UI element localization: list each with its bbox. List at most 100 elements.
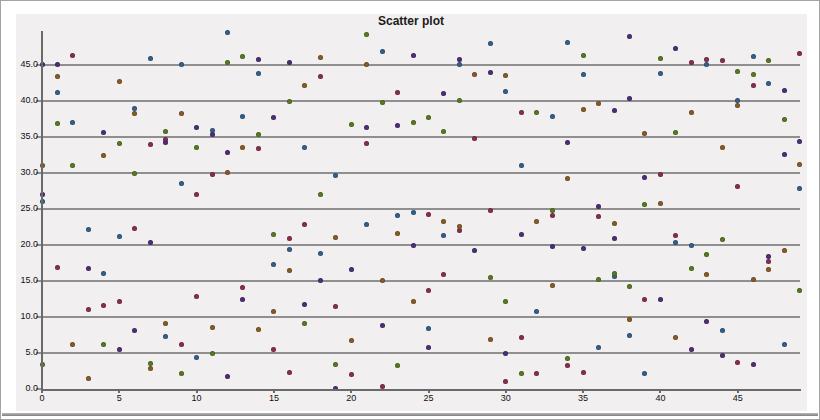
y-axis-label: 0.0 xyxy=(6,383,38,393)
data-point xyxy=(519,110,524,115)
data-point xyxy=(735,103,740,108)
data-point xyxy=(101,153,106,158)
data-point xyxy=(689,110,694,115)
data-point xyxy=(797,162,802,167)
data-point xyxy=(472,248,477,253)
data-point xyxy=(766,267,771,272)
data-point xyxy=(441,129,446,134)
data-point xyxy=(534,309,539,314)
data-point xyxy=(287,268,292,273)
data-point xyxy=(411,210,416,215)
data-point xyxy=(689,347,694,352)
data-point xyxy=(380,323,385,328)
data-point xyxy=(441,91,446,96)
data-point xyxy=(457,224,462,229)
data-point xyxy=(488,70,493,75)
data-point xyxy=(472,136,477,141)
data-point xyxy=(302,302,307,307)
data-point xyxy=(240,285,245,290)
data-point xyxy=(194,192,199,197)
data-point xyxy=(333,304,338,309)
data-point xyxy=(503,89,508,94)
data-point xyxy=(596,214,601,219)
data-point xyxy=(194,355,199,360)
data-point xyxy=(581,72,586,77)
data-point xyxy=(519,163,524,168)
data-point xyxy=(751,277,756,282)
data-point xyxy=(240,54,245,59)
data-point xyxy=(163,140,168,145)
data-point xyxy=(627,96,632,101)
data-point xyxy=(70,120,75,125)
gridline xyxy=(42,352,800,354)
data-point xyxy=(163,129,168,134)
data-point xyxy=(132,111,137,116)
data-point xyxy=(271,262,276,267)
data-point xyxy=(782,117,787,122)
data-point xyxy=(101,303,106,308)
data-point xyxy=(565,176,570,181)
data-point xyxy=(596,101,601,106)
data-point xyxy=(612,271,617,276)
data-point xyxy=(411,243,416,248)
x-axis-label: 10 xyxy=(184,393,210,403)
data-point xyxy=(364,32,369,37)
data-point xyxy=(210,172,215,177)
data-point xyxy=(148,361,153,366)
data-point xyxy=(395,363,400,368)
data-point xyxy=(658,172,663,177)
x-axis-label: 30 xyxy=(493,393,519,403)
gridline xyxy=(42,280,800,282)
data-point xyxy=(735,360,740,365)
y-axis-label: 30.0 xyxy=(6,167,38,177)
data-point xyxy=(86,266,91,271)
data-point xyxy=(287,247,292,252)
gridline xyxy=(42,244,800,246)
data-point xyxy=(380,384,385,389)
data-point xyxy=(673,233,678,238)
data-point xyxy=(70,53,75,58)
gridline xyxy=(42,172,800,174)
y-axis-label: 40.0 xyxy=(6,95,38,105)
data-point xyxy=(565,140,570,145)
data-point xyxy=(132,106,137,111)
data-point xyxy=(689,243,694,248)
data-point xyxy=(333,362,338,367)
data-point xyxy=(673,335,678,340)
data-point xyxy=(210,132,215,137)
data-point xyxy=(627,34,632,39)
data-point xyxy=(70,342,75,347)
data-point xyxy=(581,370,586,375)
data-point xyxy=(380,49,385,54)
x-axis-label: 15 xyxy=(261,393,287,403)
data-point xyxy=(55,74,60,79)
data-point xyxy=(426,345,431,350)
data-point xyxy=(256,146,261,151)
data-point xyxy=(349,122,354,127)
data-point xyxy=(766,254,771,259)
data-point xyxy=(271,115,276,120)
data-point xyxy=(704,252,709,257)
data-point xyxy=(534,219,539,224)
data-point xyxy=(550,213,555,218)
data-point xyxy=(503,299,508,304)
x-axis-label: 40 xyxy=(647,393,673,403)
data-point xyxy=(627,333,632,338)
data-point xyxy=(163,334,168,339)
data-point xyxy=(395,231,400,236)
data-point xyxy=(581,53,586,58)
data-point xyxy=(488,275,493,280)
data-point xyxy=(179,181,184,186)
data-point xyxy=(565,363,570,368)
data-point xyxy=(240,114,245,119)
data-point xyxy=(673,130,678,135)
y-axis-label: 15.0 xyxy=(6,275,38,285)
data-point xyxy=(225,150,230,155)
data-point xyxy=(318,251,323,256)
x-axis-line xyxy=(41,389,801,391)
data-point xyxy=(720,145,725,150)
data-point xyxy=(782,342,787,347)
data-point xyxy=(457,57,462,62)
y-axis-label: 45.0 xyxy=(6,59,38,69)
data-point xyxy=(612,221,617,226)
